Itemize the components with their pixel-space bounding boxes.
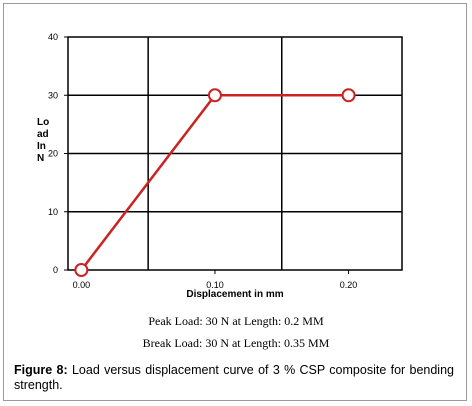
- caption-label: Figure 8:: [14, 363, 68, 377]
- series-polyline: [80, 94, 349, 271]
- grid-lines: [64, 36, 403, 274]
- x-tick-label: 0.00: [73, 280, 91, 290]
- tick-labels: 0 10 20 30 40 0.00 0.10 0.20: [48, 32, 357, 290]
- break-load-annotation: Break Load: 30 N at Length: 0.35 MM: [142, 336, 330, 350]
- y-axis-title-line: Lo: [37, 117, 49, 128]
- figure-frame: [3, 3, 467, 401]
- y-axis-title-line: N: [37, 153, 44, 164]
- y-axis-title-line: In: [37, 141, 46, 152]
- caption-text: Load versus displacement curve of 3 % CS…: [14, 363, 454, 392]
- figure-caption: Figure 8: Load versus displacement curve…: [14, 363, 454, 393]
- y-tick-label: 30: [48, 90, 58, 100]
- y-tick-label: 10: [48, 207, 58, 217]
- data-point: [341, 88, 356, 103]
- series-line: [80, 94, 349, 271]
- plot-frame: [67, 36, 403, 271]
- x-axis-title: Displacement in mm: [186, 289, 283, 300]
- data-points: [74, 88, 356, 277]
- y-tick-label: 0: [53, 265, 58, 275]
- peak-load-annotation: Peak Load: 30 N at Length: 0.2 MM: [148, 314, 324, 328]
- data-point: [74, 263, 89, 277]
- y-tick-label: 40: [48, 32, 58, 42]
- x-tick-label: 0.20: [340, 280, 358, 290]
- data-point: [207, 88, 222, 103]
- x-tick-label: 0.10: [206, 280, 224, 290]
- y-axis-title-line: ad: [37, 129, 49, 140]
- y-tick-label: 20: [48, 149, 58, 159]
